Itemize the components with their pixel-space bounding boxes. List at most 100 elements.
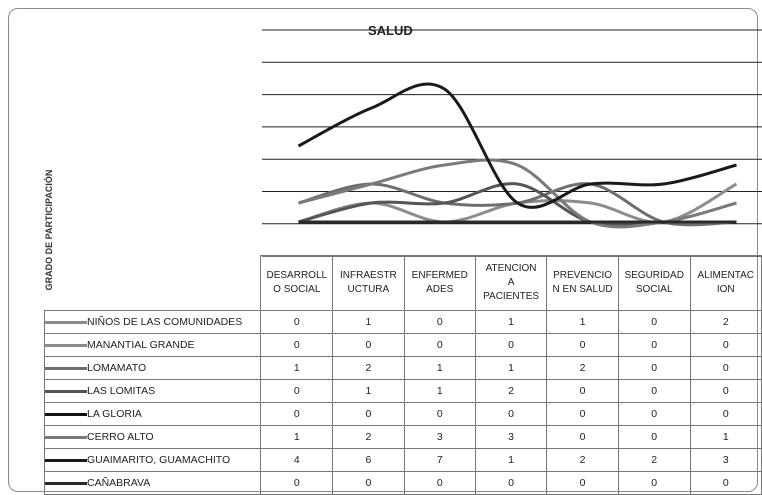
category-header: ENFERMED ADES [403, 255, 476, 311]
series-label: CAÑABRAVA [43, 471, 262, 495]
data-value: 1 [546, 310, 619, 334]
category-header-line: DESARROLL [266, 270, 328, 281]
data-value: 1 [332, 310, 405, 334]
data-value: 0 [617, 379, 691, 403]
data-value: 3 [474, 425, 548, 449]
data-value: 0 [617, 310, 691, 334]
data-value: 2 [332, 425, 405, 449]
legend-key [45, 366, 87, 370]
data-value: 1 [689, 425, 762, 449]
table-row: GUAIMARITO, GUAMACHITO 4 6 7 1 2 2 3 [43, 448, 762, 472]
data-value: 2 [546, 448, 619, 472]
category-header-line: INFRAESTR [340, 270, 397, 281]
data-value: 0 [617, 356, 691, 380]
data-value: 0 [546, 402, 619, 426]
data-value: 0 [617, 402, 691, 426]
data-value: 2 [474, 379, 548, 403]
data-value: 0 [689, 471, 762, 495]
series-lines [297, 82, 738, 229]
data-value: 0 [689, 379, 762, 403]
series-name: CAÑABRAVA [87, 477, 151, 489]
series-label: LAS LOMITAS [43, 379, 262, 403]
data-value: 0 [260, 471, 334, 495]
category-header-line: ENFERMED [411, 270, 468, 281]
data-value: 2 [617, 448, 691, 472]
series-name: LA GLORIA [87, 408, 142, 420]
legend-key [45, 389, 87, 393]
data-value: 0 [617, 333, 691, 357]
series-name: MANANTIAL GRANDE [87, 339, 195, 351]
data-table: DESARROLL O SOCIAL INFRAESTR UCTURA ENFERMED… [43, 255, 762, 495]
series-name: GUAIMARITO, GUAMACHITO [87, 454, 231, 466]
legend-key [45, 435, 87, 439]
data-value: 1 [403, 356, 476, 380]
data-value: 1 [474, 310, 548, 334]
data-value: 0 [546, 425, 619, 449]
data-value: 0 [403, 471, 476, 495]
category-header-line: SEGURIDAD [624, 270, 684, 281]
data-value: 3 [689, 448, 762, 472]
data-value: 1 [260, 425, 334, 449]
data-value: 0 [260, 379, 334, 403]
category-header-line: UCTURA [347, 284, 390, 295]
table-row: LA GLORIA 0 0 0 0 0 0 0 [43, 402, 762, 426]
data-value: 0 [474, 402, 548, 426]
category-header-line: N EN SALUD [552, 284, 613, 295]
series-line [297, 82, 737, 209]
category-header: DESARROLL O SOCIAL [260, 255, 334, 311]
category-header-line: SOCIAL [635, 284, 673, 295]
category-header-line: ION [716, 284, 735, 295]
table-row: CAÑABRAVA 0 0 0 0 0 0 0 [43, 471, 762, 495]
data-value: 0 [689, 356, 762, 380]
table-corner [45, 256, 261, 311]
data-value: 0 [403, 402, 476, 426]
data-value: 1 [332, 379, 405, 403]
data-value: 0 [403, 310, 476, 334]
data-value: 0 [546, 333, 619, 357]
data-value: 3 [403, 425, 476, 449]
legend-key [45, 343, 87, 347]
legend-key [45, 320, 87, 324]
series-name: LOMAMATO [87, 362, 147, 374]
data-value: 0 [332, 402, 405, 426]
series-label: LOMAMATO [43, 356, 262, 380]
data-value: 0 [689, 333, 762, 357]
data-value: 0 [332, 333, 405, 357]
data-value: 0 [474, 471, 548, 495]
category-header-line: O SOCIAL [273, 284, 321, 295]
data-value: 0 [617, 471, 691, 495]
data-value: 0 [689, 402, 762, 426]
category-header: PREVENCIO N EN SALUD [546, 255, 619, 311]
table-row: LAS LOMITAS 0 1 1 2 0 0 0 [43, 379, 762, 403]
category-header: INFRAESTR UCTURA [332, 255, 405, 311]
series-label: NIÑOS DE LAS COMUNIDADES [43, 310, 262, 334]
category-header: ALIMENTAC ION [689, 255, 762, 311]
data-value: 2 [689, 310, 762, 334]
data-value: 0 [260, 402, 334, 426]
table-row: LOMAMATO 1 2 1 1 2 0 0 [43, 356, 762, 380]
table-row: MANANTIAL GRANDE 0 0 0 0 0 0 0 [43, 333, 762, 357]
category-header: ATENCION A PACIENTES [474, 255, 548, 311]
data-value: 2 [332, 356, 405, 380]
table-row: NIÑOS DE LAS COMUNIDADES 0 1 0 1 1 0 2 [43, 310, 762, 334]
legend-key [45, 412, 87, 416]
data-value: 6 [332, 448, 405, 472]
series-label: MANANTIAL GRANDE [43, 333, 262, 357]
legend-key [45, 481, 87, 485]
table-header-row: DESARROLL O SOCIAL INFRAESTR UCTURA ENFERMED… [45, 255, 762, 311]
category-header-line: PACIENTES [483, 291, 540, 302]
category-header-line: PREVENCIO [553, 270, 612, 281]
data-value: 1 [403, 379, 476, 403]
data-value: 0 [474, 333, 548, 357]
category-header-line: ATENCION [485, 263, 537, 274]
data-value: 0 [403, 333, 476, 357]
category-header: SEGURIDAD SOCIAL [617, 255, 691, 311]
series-name: NIÑOS DE LAS COMUNIDADES [87, 316, 243, 328]
category-header-line: ADES [426, 284, 454, 295]
data-value: 7 [403, 448, 476, 472]
series-line [298, 158, 737, 229]
data-value: 0 [617, 425, 691, 449]
table-row: CERRO ALTO 1 2 3 3 0 0 1 [43, 425, 762, 449]
category-header-line: ALIMENTAC [697, 270, 755, 281]
category-header-line: A [507, 277, 515, 288]
